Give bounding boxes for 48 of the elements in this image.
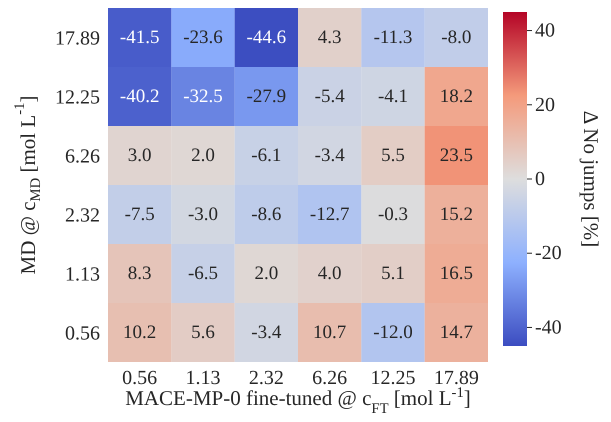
data-label: -12.7	[310, 204, 350, 225]
data-label: -8.6	[251, 204, 282, 225]
data-label: -5.4	[314, 86, 346, 107]
data-label: 10.2	[123, 322, 156, 343]
data-label: -23.6	[183, 27, 223, 48]
y-tick-label: 0.56	[65, 322, 100, 345]
data-label: 5.1	[381, 263, 405, 284]
data-label: 10.7	[313, 322, 346, 343]
data-label: 16.5	[440, 263, 473, 284]
data-label: 3.0	[128, 145, 152, 166]
y-tick-label: 6.26	[65, 146, 100, 168]
color-bar-title: Δ No jumps [%]	[579, 110, 603, 248]
data-label: 5.5	[381, 145, 405, 166]
data-label: -12.0	[373, 322, 413, 343]
data-label: 4.0	[318, 263, 342, 284]
data-label: -3.0	[188, 204, 218, 225]
data-label: 8.3	[128, 263, 152, 284]
color-bar-label: 20	[535, 94, 555, 116]
y-tick-label: 12.25	[55, 86, 100, 109]
y-tick-label: 1.13	[65, 264, 100, 286]
data-label: 15.2	[440, 204, 473, 225]
data-label: -27.9	[246, 86, 286, 107]
data-label: 4.3	[318, 27, 342, 48]
data-label: -40.2	[120, 86, 160, 107]
data-label: -11.3	[374, 27, 412, 48]
data-label: -3.4	[251, 322, 282, 343]
data-label: 5.6	[191, 322, 215, 343]
color-bar-label: -20	[535, 242, 562, 264]
data-label: -7.5	[124, 204, 155, 225]
data-label: -6.5	[188, 263, 218, 284]
data-label: -3.4	[314, 145, 346, 166]
data-label: 18.2	[440, 86, 473, 107]
data-label: -41.5	[120, 27, 160, 48]
data-label: -32.5	[183, 86, 223, 107]
color-bar-label: 40	[535, 20, 555, 42]
data-label: -4.1	[378, 86, 408, 107]
data-label: -0.3	[378, 204, 408, 225]
data-label: -6.1	[251, 145, 282, 166]
color-bar-label: -40	[535, 316, 562, 338]
data-label: 2.0	[191, 145, 215, 166]
y-tick-label: 17.89	[55, 28, 100, 50]
data-label: 14.7	[440, 322, 473, 343]
data-label: -8.0	[441, 27, 472, 48]
y-tick-label: 2.32	[65, 204, 100, 227]
color-bar-label: 0	[535, 168, 545, 190]
data-label: 23.5	[440, 145, 473, 166]
data-label: -44.6	[246, 27, 286, 48]
data-label: 2.0	[254, 263, 278, 284]
